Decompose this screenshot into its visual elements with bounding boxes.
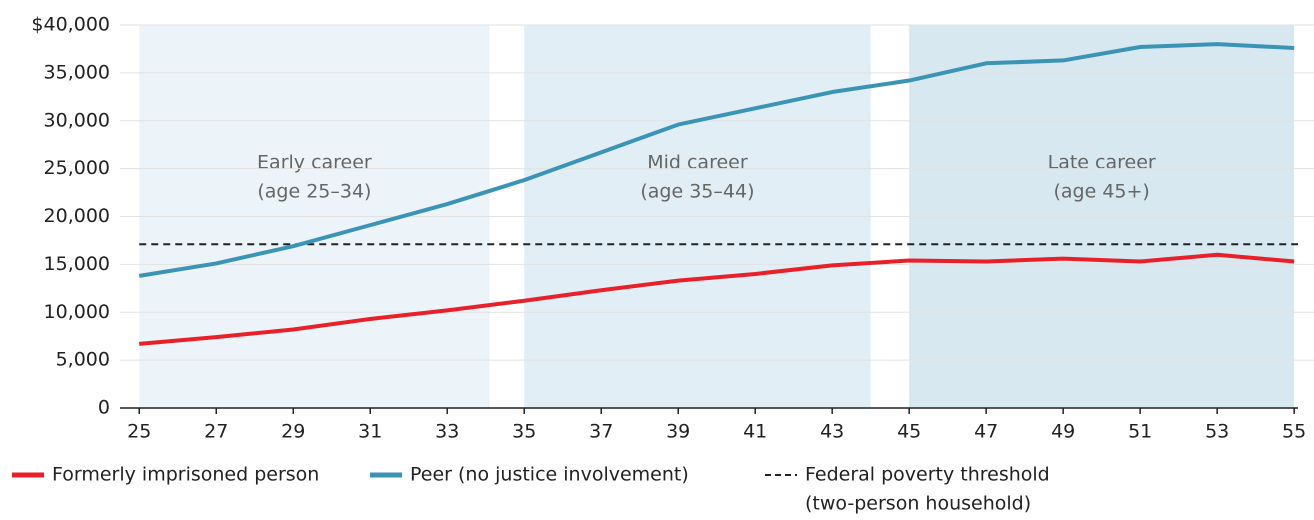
band-label: (age 35–44)	[640, 181, 754, 203]
series-line	[138, 42, 1295, 278]
x-tick-label: 27	[204, 421, 228, 443]
x-tick-label: 37	[589, 421, 613, 443]
y-tick-label: 5,000	[56, 349, 110, 371]
x-tick-label: 39	[666, 421, 690, 443]
legend-label: Peer (no justice involvement)	[410, 464, 689, 486]
x-tick-label: 41	[743, 421, 767, 443]
y-tick-label: 25,000	[44, 157, 110, 179]
legend-label: Federal poverty threshold	[805, 464, 1050, 486]
y-tick-label: 15,000	[44, 253, 110, 275]
x-tick-label: 51	[1128, 421, 1152, 443]
band-label: Mid career	[647, 152, 748, 174]
legend-label: Formerly imprisoned person	[52, 464, 319, 486]
y-tick-label: 20,000	[44, 205, 110, 227]
legend-label: (two-person household)	[805, 493, 1031, 515]
y-tick-label: 0	[98, 397, 110, 419]
x-tick-label: 31	[358, 421, 382, 443]
y-tick-label: 10,000	[44, 301, 110, 323]
y-tick-label: 35,000	[44, 61, 110, 83]
x-tick-label: 55	[1282, 421, 1306, 443]
band-label: (age 25–34)	[257, 181, 371, 203]
band-label: (age 45+)	[1053, 181, 1149, 203]
x-tick-label: 47	[974, 421, 998, 443]
x-tick-label: 45	[897, 421, 921, 443]
x-tick-label: 49	[1051, 421, 1075, 443]
x-tick-label: 29	[281, 421, 305, 443]
band-label: Early career	[257, 152, 372, 174]
x-tick-label: 33	[435, 421, 459, 443]
x-tick-label: 53	[1205, 421, 1229, 443]
x-tick-label: 35	[512, 421, 536, 443]
series-line	[139, 252, 1295, 346]
band-label: Late career	[1048, 152, 1156, 174]
y-tick-label: 30,000	[44, 109, 110, 131]
y-tick-label: $40,000	[31, 14, 110, 36]
x-tick-label: 25	[127, 421, 151, 443]
x-tick-label: 43	[820, 421, 844, 443]
